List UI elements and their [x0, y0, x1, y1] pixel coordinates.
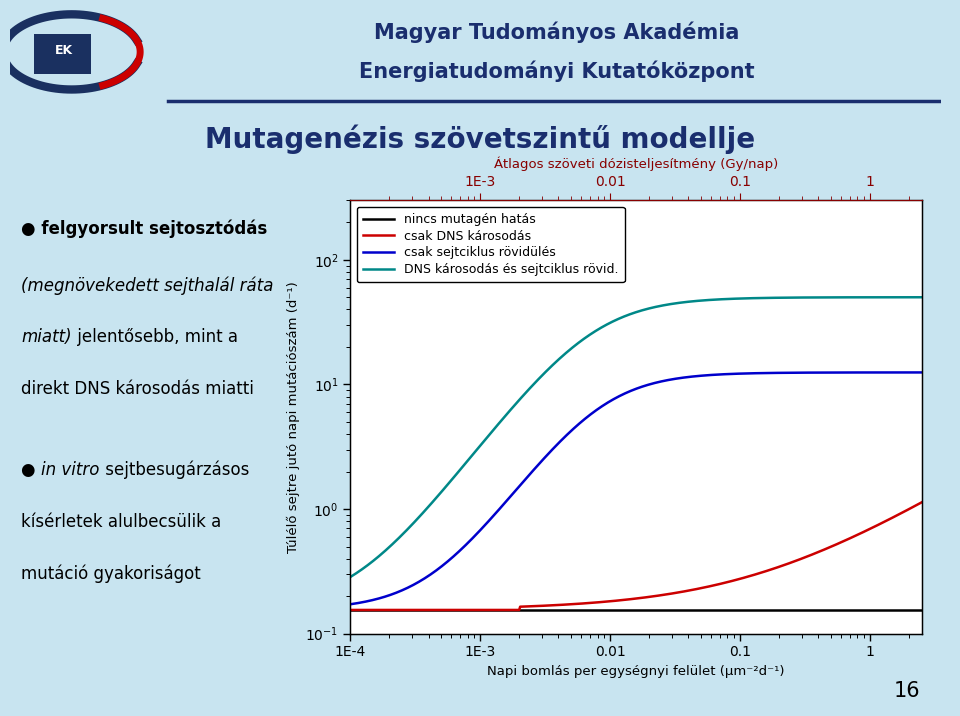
DNS károsodás és sejtciklus rövid. — [775, 294, 786, 302]
DNS károsodás és sejtciklus rövid. — [445, 475, 457, 484]
Text: jelentősebb, mint a: jelentősebb, mint a — [72, 329, 238, 347]
Text: sejtbesugárzásos: sejtbesugárzásos — [100, 460, 250, 479]
csak DNS károsodás — [682, 586, 693, 595]
nincs mutagén hatás — [775, 606, 786, 614]
DNS károsodás és sejtciklus rövid. — [492, 421, 503, 430]
DNS károsodás és sejtciklus rövid. — [726, 294, 737, 303]
Text: direkt DNS károsodás miatti: direkt DNS károsodás miatti — [21, 380, 254, 398]
Text: Mutagenézis szövetszintű modellje: Mutagenézis szövetszintű modellje — [204, 125, 756, 155]
nincs mutagén hatás — [445, 606, 457, 614]
csak sejtciklus rövidülés — [775, 369, 786, 377]
csak sejtciklus rövidülés — [603, 397, 614, 406]
csak DNS károsodás — [445, 606, 457, 614]
Text: mutáció gyakoriságot: mutáció gyakoriságot — [21, 564, 201, 583]
Line: csak DNS károsodás: csak DNS károsodás — [350, 503, 922, 610]
csak sejtciklus rövidülés — [726, 369, 737, 378]
csak DNS károsodás — [603, 597, 614, 606]
csak sejtciklus rövidülés — [916, 368, 927, 377]
nincs mutagén hatás — [603, 606, 614, 614]
nincs mutagén hatás — [682, 606, 693, 614]
csak DNS károsodás — [726, 576, 737, 585]
nincs mutagén hatás — [726, 606, 737, 614]
csak sejtciklus rövidülés — [492, 507, 503, 516]
Text: miatt): miatt) — [21, 329, 72, 347]
DNS károsodás és sejtciklus rövid. — [603, 319, 614, 328]
nincs mutagén hatás — [916, 606, 927, 614]
csak DNS károsodás — [345, 606, 356, 614]
DNS károsodás és sejtciklus rövid. — [682, 298, 693, 306]
Y-axis label: Túlélő sejtre jutó napi mutációszám (d⁻¹): Túlélő sejtre jutó napi mutációszám (d⁻¹… — [287, 281, 300, 553]
Text: ●: ● — [21, 460, 41, 479]
csak DNS károsodás — [775, 562, 786, 571]
csak DNS károsodás — [916, 498, 927, 507]
Text: ● felgyorsult sejtosztódás: ● felgyorsult sejtosztódás — [21, 219, 268, 238]
X-axis label: Napi bomlás per egységnyi felület (μm⁻²d⁻¹): Napi bomlás per egységnyi felület (μm⁻²d… — [488, 665, 784, 678]
Text: Energiatudományi Kutatóközpont: Energiatudományi Kutatóközpont — [359, 61, 755, 82]
csak DNS károsodás — [492, 606, 503, 614]
X-axis label: Átlagos szöveti dózisteljesítmény (Gy/nap): Átlagos szöveti dózisteljesítmény (Gy/na… — [493, 156, 779, 170]
FancyBboxPatch shape — [35, 34, 91, 74]
Line: DNS károsodás és sejtciklus rövid.: DNS károsodás és sejtciklus rövid. — [350, 297, 922, 577]
Line: csak sejtciklus rövidülés: csak sejtciklus rövidülés — [350, 372, 922, 604]
DNS károsodás és sejtciklus rövid. — [916, 293, 927, 301]
nincs mutagén hatás — [345, 606, 356, 614]
DNS károsodás és sejtciklus rövid. — [345, 573, 356, 581]
nincs mutagén hatás — [492, 606, 503, 614]
Legend: nincs mutagén hatás, csak DNS károsodás, csak sejtciklus rövidülés, DNS károsodá: nincs mutagén hatás, csak DNS károsodás,… — [357, 207, 625, 283]
csak sejtciklus rövidülés — [345, 600, 356, 609]
Text: in vitro: in vitro — [41, 460, 100, 479]
Text: kísérletek alulbecsülik a: kísérletek alulbecsülik a — [21, 513, 222, 531]
Text: (megnövekedett sejthalál ráta: (megnövekedett sejthalál ráta — [21, 276, 274, 295]
Text: Magyar Tudományos Akadémia: Magyar Tudományos Akadémia — [374, 21, 739, 43]
csak sejtciklus rövidülés — [682, 373, 693, 382]
Text: EK: EK — [55, 44, 73, 57]
csak sejtciklus rövidülés — [445, 554, 457, 563]
Text: 16: 16 — [894, 681, 921, 701]
